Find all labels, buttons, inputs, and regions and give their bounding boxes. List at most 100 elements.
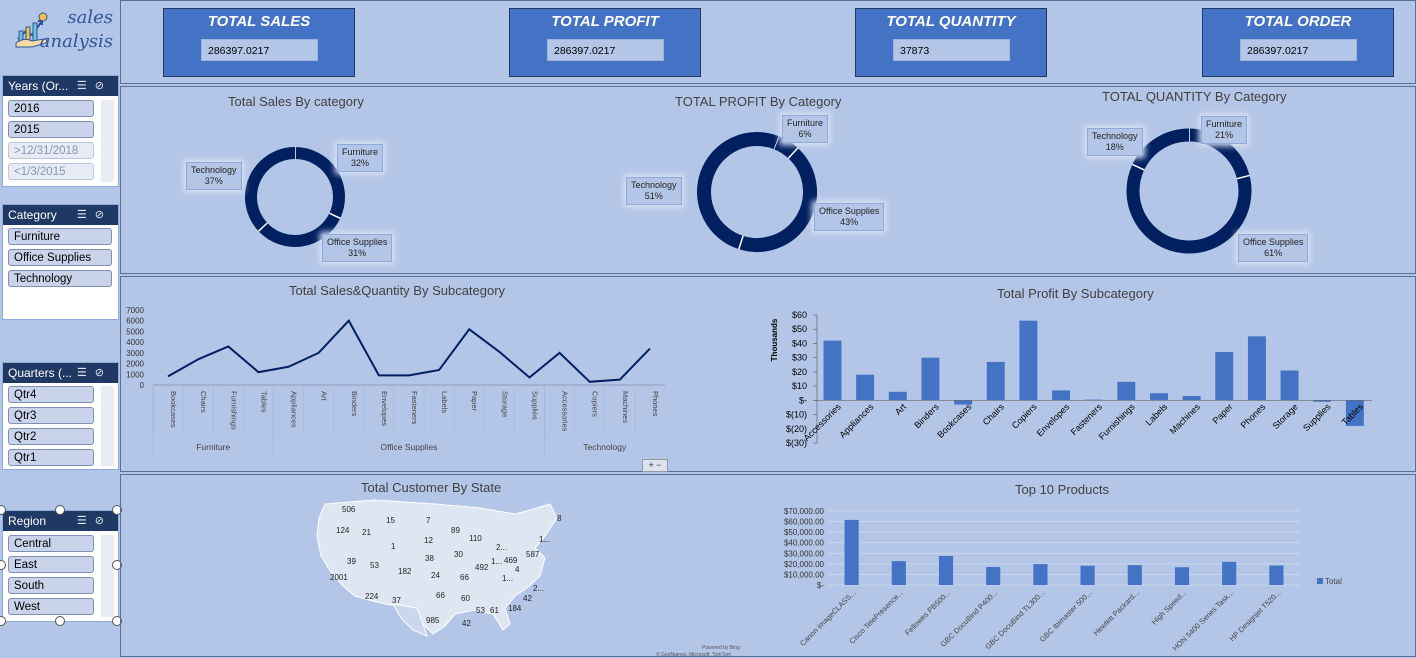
- bar-product: [1081, 566, 1095, 585]
- slicer-region-title: Region: [8, 514, 46, 528]
- bar-art: [889, 392, 907, 401]
- x-tick-label: Furnishings: [1097, 401, 1137, 441]
- state-count-label: 469: [504, 556, 518, 565]
- y-tick-label: $60: [792, 310, 807, 320]
- state-count-label: 21: [362, 528, 371, 537]
- resize-handle[interactable]: [0, 616, 6, 626]
- state-count-label: 985: [426, 616, 440, 625]
- multiselect-icon[interactable]: ☰: [77, 515, 95, 527]
- slicer-item-east[interactable]: East: [8, 556, 94, 573]
- category-name: Furniture: [787, 118, 823, 129]
- x-tick-label: Art: [320, 391, 329, 402]
- state-count-label: 1...: [502, 574, 513, 583]
- slicer-scrollbar[interactable]: [101, 535, 114, 617]
- x-tick-label: Tables: [259, 391, 268, 413]
- state-count-label: 37: [392, 596, 401, 605]
- state-count-label: 506: [342, 505, 356, 514]
- legend-label: Total: [1325, 577, 1342, 586]
- y-tick-label: 1000: [126, 370, 144, 379]
- x-tick-label: Bookcases: [169, 391, 178, 428]
- state-count-label: 12: [424, 536, 433, 545]
- clear-filter-icon[interactable]: ⊘: [95, 367, 112, 379]
- slicer-item-south[interactable]: South: [8, 577, 94, 594]
- bar-product: [1175, 567, 1189, 585]
- percent-value: 21%: [1206, 130, 1242, 141]
- percent-value: 6%: [787, 129, 823, 140]
- legend-swatch: [1317, 578, 1323, 584]
- y-tick-label: $30,000.00: [784, 549, 825, 558]
- x-tick-label: HP Designjet T520...: [1227, 588, 1282, 643]
- y-tick-label: $60,000.00: [784, 518, 825, 527]
- y-tick-label: $40,000.00: [784, 539, 825, 548]
- chart-title: Top 10 Products: [1015, 482, 1109, 497]
- slicer-item-central[interactable]: Central: [8, 535, 94, 552]
- state-count-label: 8: [557, 514, 562, 523]
- category-name: Office Supplies: [1243, 237, 1303, 248]
- y-tick-label: $50,000.00: [784, 528, 825, 537]
- resize-handle[interactable]: [55, 616, 65, 626]
- x-tick-label: Accessories: [802, 401, 844, 443]
- bar-machines: [1183, 396, 1201, 400]
- bar-product: [845, 520, 859, 585]
- bar-phones: [1248, 336, 1266, 400]
- resize-handle[interactable]: [55, 505, 65, 515]
- x-tick-label: Bookcases: [935, 401, 974, 440]
- state-count-label: 42: [462, 619, 471, 628]
- state-count-label: 1...: [539, 535, 550, 544]
- percent-value: 43%: [819, 217, 879, 228]
- donut-slice-furniture: [295, 153, 339, 216]
- y-tick-label: 3000: [126, 349, 144, 358]
- x-tick-label: Binders: [912, 401, 941, 430]
- x-tick-label: Fasteners: [410, 391, 419, 425]
- x-tick-label: Storage: [1271, 402, 1300, 431]
- x-tick-label: Accessories: [561, 391, 570, 432]
- state-count-label: 184: [508, 604, 522, 613]
- y-tick-label: $30: [792, 353, 807, 363]
- bar-product: [892, 561, 906, 585]
- x-tick-label: Chairs: [199, 391, 208, 413]
- slicer-region[interactable]: Region ☰⊘ Central East South West: [2, 510, 119, 622]
- slicer-item-qtr2[interactable]: Qtr2: [8, 428, 94, 445]
- map-title: Total Customer By State: [361, 480, 501, 495]
- slicer-quarters[interactable]: Quarters (...☰⊘ Qtr4 Qtr3 Qtr2 Qtr1: [2, 362, 119, 470]
- x-tick-label: Paper: [1211, 402, 1235, 426]
- category-name: Office Supplies: [327, 237, 387, 248]
- slicer-scrollbar[interactable]: [101, 386, 114, 466]
- top-products-chart[interactable]: $70,000.00$60,000.00$50,000.00$40,000.00…: [760, 500, 1410, 657]
- x-tick-label: Binders: [350, 391, 359, 417]
- expand-collapse-buttons[interactable]: + −: [642, 459, 668, 472]
- x-tick-label: Supplies: [530, 391, 539, 420]
- state-count-label: 182: [398, 567, 412, 576]
- state-count-label: 66: [436, 591, 445, 600]
- us-map-shape: [317, 500, 557, 634]
- donut-slice-furniture: [776, 143, 793, 154]
- x-tick-label: Appliances: [837, 401, 876, 440]
- map-copyright: © GeoNames, Microsoft, TomTom: [656, 652, 731, 658]
- slicer-item-qtr4[interactable]: Qtr4: [8, 386, 94, 403]
- slicer-item-west[interactable]: West: [8, 598, 94, 615]
- donut-slice-office-supplies: [1133, 167, 1245, 247]
- state-count-label: 89: [451, 526, 460, 535]
- x-tick-label: Hewlett Packard...: [1092, 588, 1141, 637]
- x-tick-label: Envelopes: [380, 391, 389, 426]
- x-tick-label: Supplies: [1301, 401, 1333, 433]
- x-tick-label: High Speed...: [1150, 588, 1189, 627]
- y-tick-label: 0: [140, 381, 145, 390]
- y-tick-label: $10: [792, 381, 807, 391]
- multiselect-icon[interactable]: ☰: [77, 367, 95, 379]
- slicer-item-qtr1[interactable]: Qtr1: [8, 449, 94, 466]
- slicer-item-qtr3[interactable]: Qtr3: [8, 407, 94, 424]
- y-tick-label: 7000: [126, 306, 144, 315]
- x-tick-label: Envelopes: [1035, 401, 1072, 438]
- category-name: Technology: [1092, 131, 1138, 142]
- state-count-label: 110: [469, 534, 482, 543]
- clear-filter-icon[interactable]: ⊘: [95, 515, 112, 527]
- profit-bar-chart[interactable]: $60$50$40$30$20$10$-$(10)$(20)$(30)Thous…: [760, 300, 1410, 470]
